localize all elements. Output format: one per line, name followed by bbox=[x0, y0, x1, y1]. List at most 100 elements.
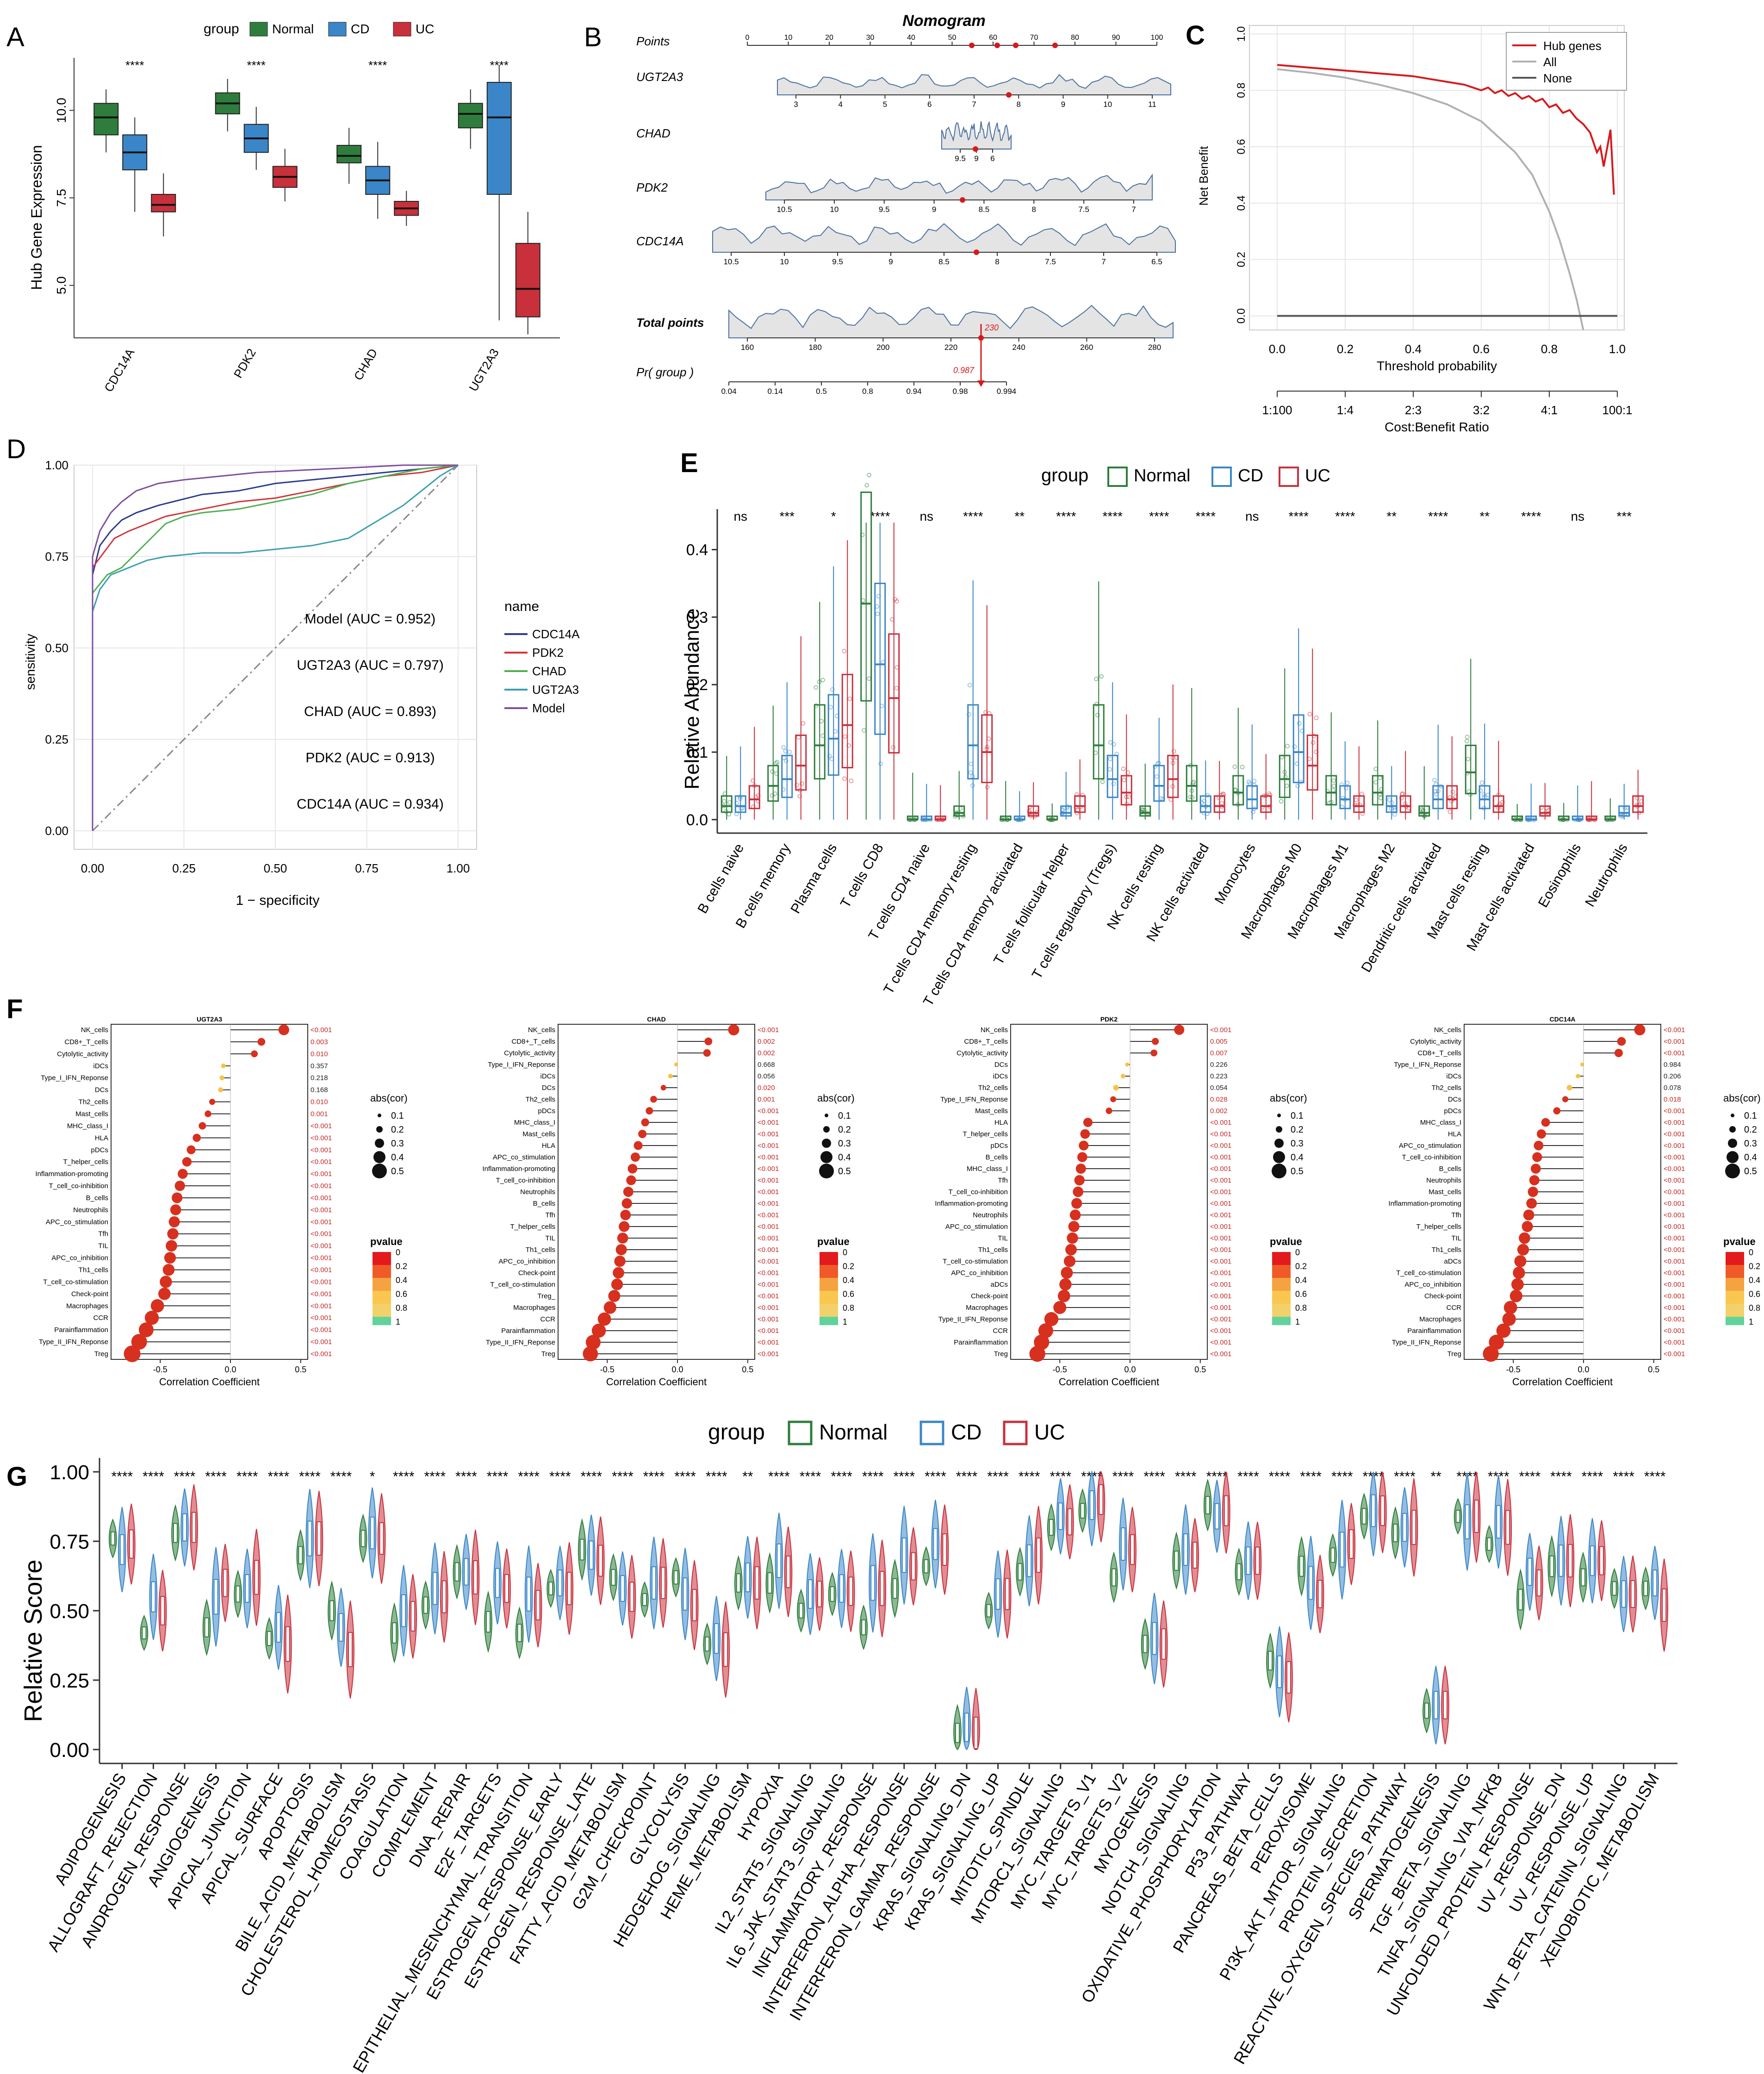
panel-g-box bbox=[567, 1572, 572, 1605]
nomogram-tick-label: 220 bbox=[944, 343, 957, 352]
panel-f-pvalue: <0.001 bbox=[311, 1158, 332, 1166]
panel-e-jitter-point bbox=[1311, 740, 1316, 745]
panel-g-box bbox=[1581, 1568, 1585, 1587]
panel-f-pvalue: <0.001 bbox=[758, 1153, 779, 1161]
panel-f-row-label: NK_cells bbox=[81, 1026, 108, 1034]
panel-f-row-label: T_cell_co-inhibition bbox=[949, 1188, 1008, 1196]
panel-f-pvalue: <0.001 bbox=[311, 1194, 332, 1202]
panel-e-jitter-point bbox=[969, 761, 974, 766]
panel-f-row-label: Th2_cells bbox=[978, 1084, 1008, 1092]
panel-f-dot bbox=[583, 1346, 598, 1362]
panel-e-ylabel: Relative Abundance bbox=[681, 608, 703, 789]
panel-e-jitter-point bbox=[1282, 770, 1287, 775]
panel-e-jitter-point bbox=[1345, 780, 1350, 785]
panel-c-cost-label: Cost:Benefit Ratio bbox=[1385, 420, 1489, 434]
panel-f-pvalue: <0.001 bbox=[311, 1026, 332, 1034]
nomogram-tick-label: 7 bbox=[972, 100, 976, 109]
panel-g-sig: **** bbox=[580, 1469, 602, 1484]
panel-g-box bbox=[1205, 1496, 1210, 1514]
nomogram-tick-label: 70 bbox=[1030, 34, 1038, 42]
panel-f-row-label: HLA bbox=[1448, 1130, 1461, 1138]
panel-f-row-label: iDCs bbox=[993, 1072, 1008, 1080]
panel-f-row-label: HLA bbox=[95, 1134, 108, 1142]
panel-e-box bbox=[1399, 795, 1411, 813]
panel-e-box bbox=[1139, 805, 1151, 817]
panel-f-row-label: B_cells bbox=[986, 1153, 1008, 1161]
panel-c-ytick-label: 0.2 bbox=[1235, 252, 1248, 267]
panel-g-box bbox=[1612, 1581, 1617, 1596]
panel-g-sig: **** bbox=[174, 1469, 196, 1484]
panel-d-roc-model bbox=[92, 464, 458, 831]
panel-f-row-label: Neutrophils bbox=[973, 1211, 1008, 1219]
panel-f-pvalue: <0.001 bbox=[758, 1327, 779, 1335]
panel-g-box bbox=[379, 1522, 384, 1555]
panel-a-legend-cd: CD bbox=[351, 22, 369, 36]
nomogram-tick-label: 0 bbox=[745, 34, 750, 42]
panel-g-box bbox=[423, 1596, 428, 1614]
panel-e-jitter-point bbox=[1219, 792, 1224, 797]
panel-f-pvalue: <0.001 bbox=[1664, 1269, 1685, 1277]
panel-e-jitter-point bbox=[1329, 800, 1334, 805]
panel-f-pvalue: 0.028 bbox=[1210, 1096, 1228, 1103]
panel-g-box bbox=[1089, 1490, 1094, 1520]
panel-g-box bbox=[745, 1562, 750, 1593]
panel-a-legend-title: group bbox=[204, 21, 239, 37]
panel-g-box bbox=[486, 1611, 491, 1633]
panel-f-p-tick: 0 bbox=[396, 1248, 400, 1257]
panel-f-p-tick: 1 bbox=[396, 1317, 400, 1327]
panel-f-row-label: DCs bbox=[1448, 1096, 1461, 1103]
panel-f-row-label: Inflammation-promoting bbox=[935, 1200, 1008, 1208]
panel-f-size-label: 0.1 bbox=[391, 1111, 404, 1121]
panel-label-f: F bbox=[6, 994, 23, 1024]
panel-e-jitter-point bbox=[1478, 788, 1483, 793]
panel-f-dot bbox=[174, 1180, 185, 1191]
panel-f-p-tick: 0.2 bbox=[396, 1262, 407, 1271]
nomogram-tick-label: 0.994 bbox=[997, 387, 1017, 396]
panel-g-box bbox=[1402, 1513, 1407, 1542]
nomogram-tick-label: 9 bbox=[888, 257, 893, 266]
panel-f-dot bbox=[660, 1085, 666, 1090]
panel-e-jitter-point bbox=[1294, 761, 1299, 766]
panel-a-legend-normal: Normal bbox=[272, 22, 314, 36]
panel-e-box bbox=[1232, 775, 1244, 806]
panel-f-size-label: 0.1 bbox=[1744, 1111, 1757, 1121]
panel-e-box bbox=[1120, 775, 1132, 806]
panel-f-subtitle: CHAD bbox=[647, 1015, 665, 1023]
nomogram-tick-label: 280 bbox=[1148, 343, 1161, 352]
nomogram-tick-label: 10 bbox=[830, 205, 839, 214]
panel-f-pvalue: <0.001 bbox=[1664, 1177, 1685, 1184]
panel-e-box bbox=[781, 754, 793, 798]
panel-e-box bbox=[1106, 754, 1118, 798]
panel-e-box bbox=[1153, 765, 1165, 802]
panel-f-row-label: Inflammation-promoting bbox=[1388, 1200, 1461, 1208]
panel-f-row-label: CD8+_T_cells bbox=[511, 1038, 555, 1046]
panel-e-jitter-point bbox=[1190, 795, 1195, 800]
panel-g-box bbox=[173, 1523, 178, 1543]
panel-g-legend: group Normal CD UC bbox=[708, 1420, 1065, 1445]
panel-e-jitter-point bbox=[890, 617, 895, 622]
panel-g-box bbox=[473, 1560, 478, 1594]
panel-f-p-swatch bbox=[373, 1278, 391, 1291]
panel-g-box bbox=[808, 1579, 813, 1609]
panel-f-dot bbox=[172, 1192, 183, 1203]
panel-e-sig: **** bbox=[963, 509, 983, 523]
panel-f-dot bbox=[1053, 1301, 1067, 1314]
panel-d-legend-label: CHAD bbox=[532, 664, 566, 678]
panel-f-pvalue: <0.001 bbox=[1664, 1292, 1685, 1300]
panel-f-pvalue: <0.001 bbox=[1664, 1339, 1685, 1346]
panel-g-box bbox=[1049, 1519, 1054, 1536]
panel-e-jitter-point bbox=[1246, 779, 1251, 785]
panel-e-jitter-point bbox=[723, 809, 728, 814]
panel-d-legend-label: CDC14A bbox=[532, 627, 580, 641]
panel-g-sig: **** bbox=[643, 1469, 665, 1484]
panel-f-size-label: 0.3 bbox=[1291, 1139, 1304, 1149]
panel-e-box bbox=[1339, 785, 1351, 810]
panel-f-pvalue: <0.001 bbox=[311, 1254, 332, 1262]
panel-f-pvalue: 0.226 bbox=[1210, 1061, 1228, 1069]
panel-c-xtick-label: 0.6 bbox=[1473, 342, 1490, 356]
panel-f-xtick-label: 0.0 bbox=[672, 1365, 683, 1374]
panel-g-box bbox=[1361, 1508, 1366, 1525]
panel-f-pvalue: <0.001 bbox=[1664, 1315, 1685, 1323]
panel-e-jitter-point bbox=[970, 783, 975, 788]
panel-f-row-label: CCR bbox=[993, 1327, 1008, 1335]
